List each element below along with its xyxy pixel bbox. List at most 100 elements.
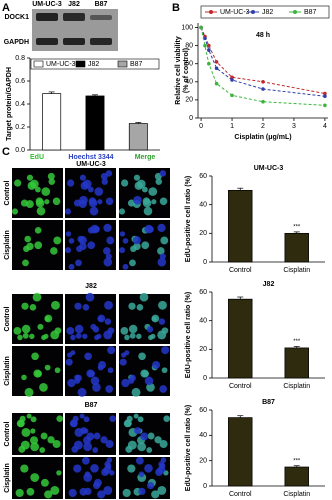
condition-label: Cisplatin xyxy=(4,230,11,260)
nucleus xyxy=(90,224,100,234)
nucleus xyxy=(105,170,113,177)
nucleus xyxy=(52,197,61,206)
nucleus xyxy=(106,236,115,245)
nucleus xyxy=(105,439,114,449)
x-tick-label: 2 xyxy=(261,123,265,130)
nucleus xyxy=(151,316,157,322)
y-tick-label: 0.2 xyxy=(15,124,25,131)
legend-swatch xyxy=(33,60,44,68)
channel-label: EdU xyxy=(30,154,44,161)
channel-label: Hoechst 3344 xyxy=(68,154,113,161)
nucleus xyxy=(29,436,39,445)
panel-label: C xyxy=(2,146,10,158)
series-line xyxy=(200,27,325,106)
data-point xyxy=(261,87,265,91)
nucleus xyxy=(39,383,48,392)
y-tick-label: 0.4 xyxy=(15,101,25,108)
data-point xyxy=(214,66,219,71)
x-tick-label: 1 xyxy=(230,123,234,130)
nucleus xyxy=(79,413,85,419)
nucleus xyxy=(137,416,144,423)
bar xyxy=(228,189,253,263)
chart-title: UM-UC-3 xyxy=(254,165,284,172)
nucleus xyxy=(129,332,136,339)
nucleus xyxy=(74,324,84,334)
nucleus xyxy=(159,463,166,470)
blot-band xyxy=(63,38,85,45)
nucleus xyxy=(128,302,136,310)
x-tick-label: Control xyxy=(229,267,252,274)
legend-marker xyxy=(209,10,213,14)
nucleus xyxy=(141,370,149,378)
nucleus xyxy=(75,259,82,267)
nucleus xyxy=(146,326,154,333)
nucleus xyxy=(65,247,72,254)
nucleus xyxy=(151,199,157,205)
data-point xyxy=(199,25,203,30)
nucleus xyxy=(31,352,39,361)
nucleus xyxy=(92,383,101,392)
nucleus xyxy=(83,416,90,423)
nucleus xyxy=(81,456,90,465)
legend-label: B87 xyxy=(130,61,143,68)
protein-label: DOCK1 xyxy=(4,14,29,21)
data-point xyxy=(230,75,234,80)
nucleus xyxy=(144,224,154,234)
nucleus xyxy=(96,333,102,339)
x-axis-label: Cisplatin (μg/mL) xyxy=(234,134,291,141)
nucleus xyxy=(75,374,82,382)
legend-box xyxy=(30,58,160,70)
nucleus xyxy=(160,236,169,245)
nucleus xyxy=(97,490,106,499)
nucleus xyxy=(101,178,109,185)
nucleus xyxy=(40,432,48,440)
y-tick-label: 40 xyxy=(185,79,193,86)
nucleus xyxy=(121,378,130,388)
blot-band xyxy=(90,15,112,20)
protein-label: GAPDH xyxy=(4,39,29,46)
nucleus xyxy=(105,463,112,470)
nucleus xyxy=(40,478,49,487)
nucleus xyxy=(17,334,23,341)
nucleus xyxy=(157,247,165,255)
nucleus xyxy=(159,439,168,449)
nucleus xyxy=(107,346,116,355)
nucleus xyxy=(93,482,101,490)
y-axis-label: Relative cell viability xyxy=(175,36,182,105)
nucleus xyxy=(84,487,92,496)
y-tick-label: 0.8 xyxy=(15,55,25,62)
cell-line-label: UM-UC-3 xyxy=(76,161,106,168)
bar xyxy=(228,298,253,379)
nucleus xyxy=(161,367,168,374)
nucleus xyxy=(89,206,99,216)
data-point xyxy=(203,43,207,48)
nucleus xyxy=(157,485,167,495)
y-tick-label: 0 xyxy=(189,115,193,122)
lane-label: UM-UC-3 xyxy=(32,1,62,8)
nucleus xyxy=(68,238,75,244)
nucleus xyxy=(35,198,45,208)
nucleus xyxy=(68,263,75,270)
nucleus xyxy=(43,333,49,339)
data-point xyxy=(261,80,265,84)
legend-marker xyxy=(251,10,255,14)
nucleus xyxy=(24,387,34,397)
nucleus xyxy=(65,231,72,237)
nucleus xyxy=(98,360,107,369)
nucleus xyxy=(142,198,152,208)
nucleus xyxy=(29,179,39,189)
nucleus xyxy=(80,427,88,435)
nucleus xyxy=(90,376,100,386)
y-axis-label: Target protein/GAPDH xyxy=(6,67,13,141)
x-tick-label: Control xyxy=(229,491,252,498)
nucleus xyxy=(119,247,126,254)
nucleus xyxy=(135,456,144,465)
nucleus xyxy=(18,445,26,453)
data-point xyxy=(323,103,327,108)
nucleus xyxy=(157,223,166,233)
y-tick-label: 0.0 xyxy=(15,147,25,154)
nucleus xyxy=(54,367,61,374)
nucleus xyxy=(25,200,34,209)
nucleus xyxy=(120,326,129,335)
nucleus xyxy=(34,241,43,250)
